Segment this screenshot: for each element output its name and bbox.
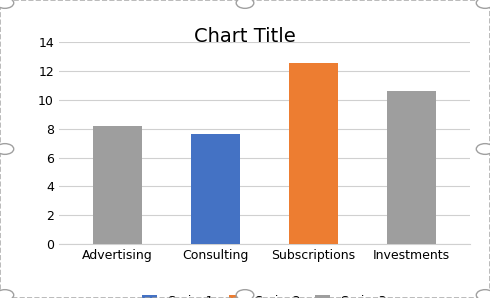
Bar <box>387 91 436 244</box>
Legend: Series1, Series2, Series3: Series1, Series2, Series3 <box>143 295 387 298</box>
Bar <box>289 63 338 244</box>
Text: Chart Title: Chart Title <box>194 27 296 46</box>
Bar <box>93 126 142 244</box>
Bar <box>191 134 240 244</box>
